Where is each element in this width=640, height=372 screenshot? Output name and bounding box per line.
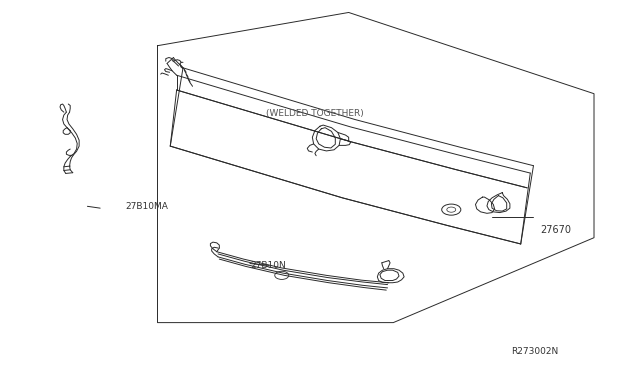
Text: (WELDED TOGETHER): (WELDED TOGETHER) — [266, 109, 364, 118]
Text: 27B10MA: 27B10MA — [125, 202, 168, 211]
Text: 27670: 27670 — [540, 225, 571, 235]
Text: 27B10N: 27B10N — [250, 261, 285, 270]
Text: R273002N: R273002N — [511, 347, 559, 356]
